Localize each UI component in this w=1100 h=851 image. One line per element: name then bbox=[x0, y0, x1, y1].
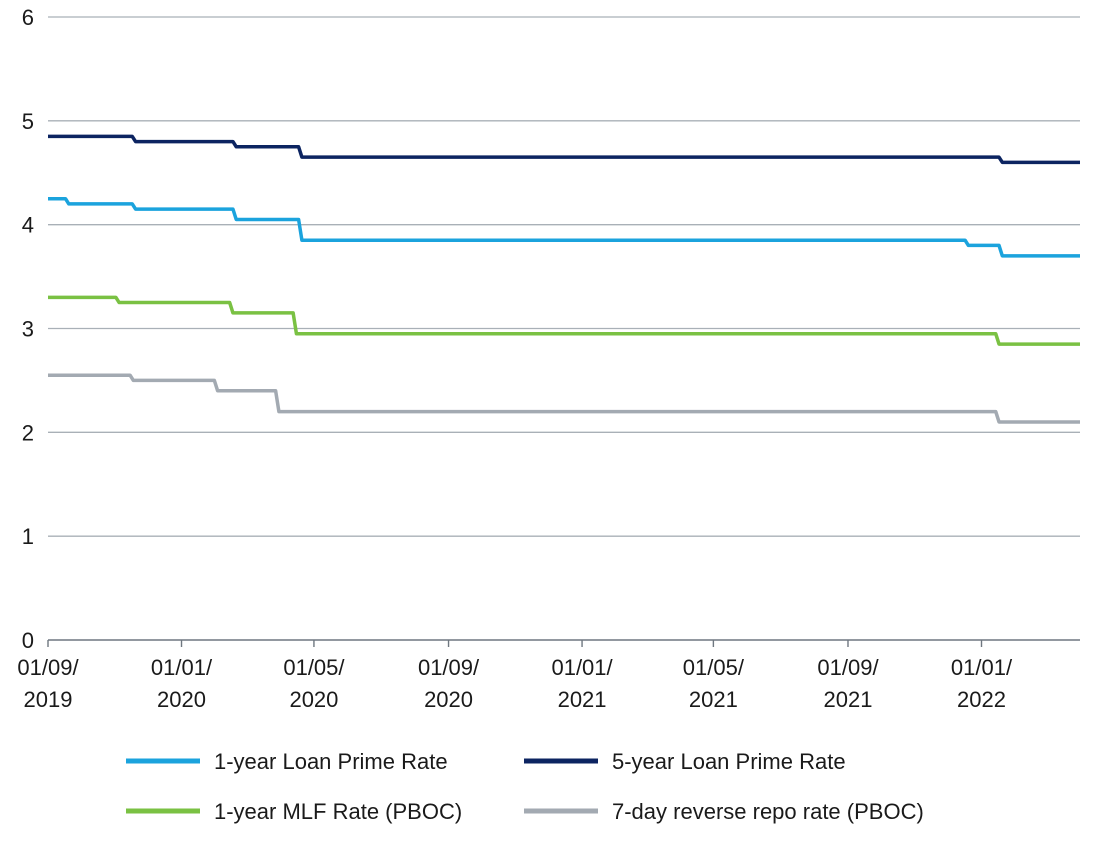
x-tick-label: 01/01/2020 bbox=[151, 655, 213, 712]
x-tick-label: 01/09/2019 bbox=[17, 655, 79, 712]
x-tick-label-line2: 2022 bbox=[957, 687, 1006, 712]
x-tick-label-line2: 2021 bbox=[558, 687, 607, 712]
series-line-2 bbox=[48, 295, 1080, 346]
x-tick-label: 01/01/2022 bbox=[951, 655, 1013, 712]
x-tick-label-line2: 2021 bbox=[824, 687, 873, 712]
x-tick-label-line1: 01/01/ bbox=[951, 655, 1013, 680]
legend: 1-year Loan Prime Rate 5-year Loan Prime … bbox=[126, 749, 924, 824]
x-tick-label-line2: 2020 bbox=[289, 687, 338, 712]
y-tick-label: 2 bbox=[22, 420, 34, 445]
y-tick-label: 4 bbox=[22, 213, 34, 238]
series-line-1 bbox=[48, 134, 1080, 165]
x-tick-label-line1: 01/09/ bbox=[17, 655, 79, 680]
y-axis-ticks: 0 1 2 3 4 5 6 bbox=[22, 5, 34, 653]
grid-lines bbox=[48, 16, 1080, 641]
y-tick-label: 5 bbox=[22, 109, 34, 134]
series-lines bbox=[48, 134, 1080, 424]
x-tick-label: 01/05/2020 bbox=[283, 655, 345, 712]
legend-label: 7-day reverse repo rate (PBOC) bbox=[612, 799, 924, 824]
legend-label: 5-year Loan Prime Rate bbox=[612, 749, 846, 774]
x-tick-label-line1: 01/01/ bbox=[551, 655, 613, 680]
legend-label: 1-year MLF Rate (PBOC) bbox=[214, 799, 462, 824]
x-tick-label-line1: 01/05/ bbox=[283, 655, 345, 680]
legend-label: 1-year Loan Prime Rate bbox=[214, 749, 448, 774]
x-tick-label-line2: 2020 bbox=[157, 687, 206, 712]
x-tick-label-line2: 2019 bbox=[24, 687, 73, 712]
x-tick-label-line2: 2021 bbox=[689, 687, 738, 712]
x-tick-label-line1: 01/01/ bbox=[151, 655, 213, 680]
x-tick-label: 01/01/2021 bbox=[551, 655, 613, 712]
x-tick-label: 01/09/2020 bbox=[418, 655, 480, 712]
x-tick-label-line1: 01/05/ bbox=[683, 655, 745, 680]
series-line-0 bbox=[48, 196, 1080, 258]
y-tick-label: 1 bbox=[22, 524, 34, 549]
x-axis-ticks: 01/09/201901/01/202001/05/202001/09/2020… bbox=[17, 640, 1013, 712]
y-tick-label: 3 bbox=[22, 317, 34, 342]
x-tick-label-line2: 2020 bbox=[424, 687, 473, 712]
x-tick-label-line1: 01/09/ bbox=[418, 655, 480, 680]
x-tick-label: 01/09/2021 bbox=[817, 655, 879, 712]
y-tick-label: 0 bbox=[22, 628, 34, 653]
x-tick-label-line1: 01/09/ bbox=[817, 655, 879, 680]
x-tick-label: 01/05/2021 bbox=[683, 655, 745, 712]
series-line-3 bbox=[48, 373, 1080, 424]
y-tick-label: 6 bbox=[22, 5, 34, 30]
